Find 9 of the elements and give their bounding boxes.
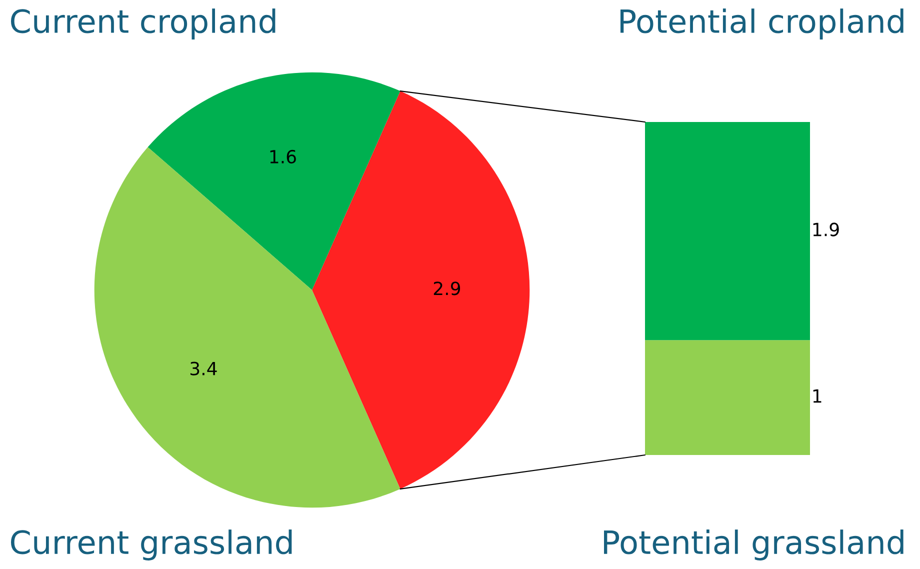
data-label: 1	[813, 389, 822, 403]
text: Potential cropland	[620, 8, 904, 40]
slice-label: Current grassland	[10, 530, 292, 560]
data-label: 3.4	[190, 362, 217, 376]
data-label: 2.9	[434, 282, 460, 296]
data-label: 1.9	[813, 222, 839, 236]
slice-label: Current cropland	[10, 8, 276, 40]
data-label: 1.6	[270, 150, 296, 164]
text: Potential grassland	[604, 530, 904, 560]
